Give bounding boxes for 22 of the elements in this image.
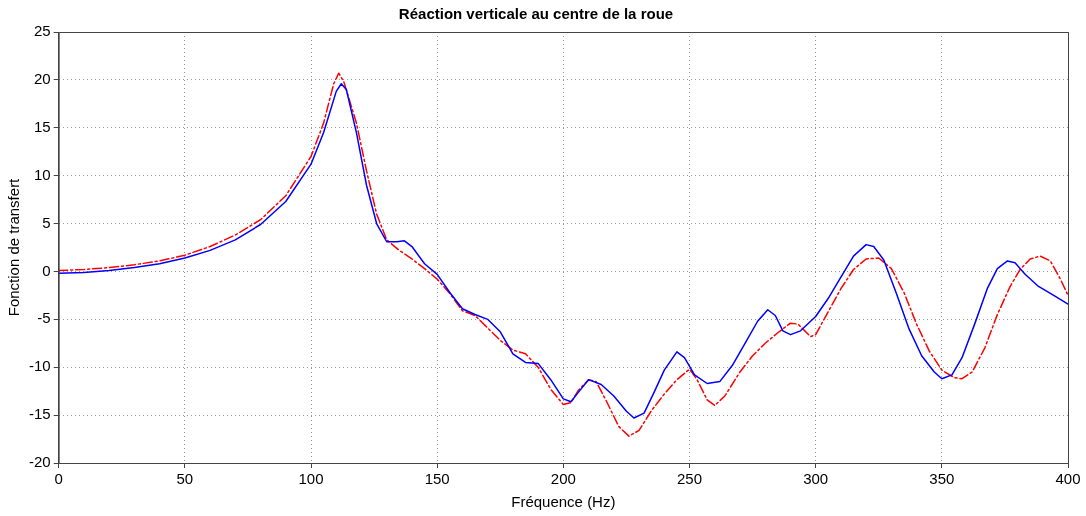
x-tick-label: 350 [929, 470, 955, 488]
x-tick-label: 0 [54, 470, 63, 488]
x-tick-label: 250 [676, 470, 703, 488]
y-tick-label: 25 [33, 22, 51, 40]
x-tick-label: 300 [803, 470, 829, 488]
y-axis-title: Fonction de transfert [5, 177, 23, 317]
chart-title: Réaction verticale au centre de la roue [398, 5, 674, 23]
y-tick-label: 10 [33, 165, 51, 183]
y-tick-label: 5 [42, 213, 51, 231]
x-tick-label: 100 [298, 470, 324, 488]
y-tick-label: -20 [28, 453, 51, 471]
x-tick-label: 50 [176, 470, 194, 488]
y-tick-label: -15 [28, 405, 51, 423]
y-tick-label: -5 [37, 309, 51, 327]
x-axis-title: Fréquence (Hz) [511, 493, 616, 511]
y-tick-label: 15 [33, 117, 51, 135]
y-tick-label: 20 [33, 70, 51, 88]
x-tick-label: 200 [550, 470, 576, 488]
x-tick-label: 400 [1055, 470, 1081, 488]
y-tick-label: 0 [42, 261, 51, 279]
x-tick-label: 150 [424, 470, 450, 488]
y-tick-label: -10 [28, 357, 51, 375]
